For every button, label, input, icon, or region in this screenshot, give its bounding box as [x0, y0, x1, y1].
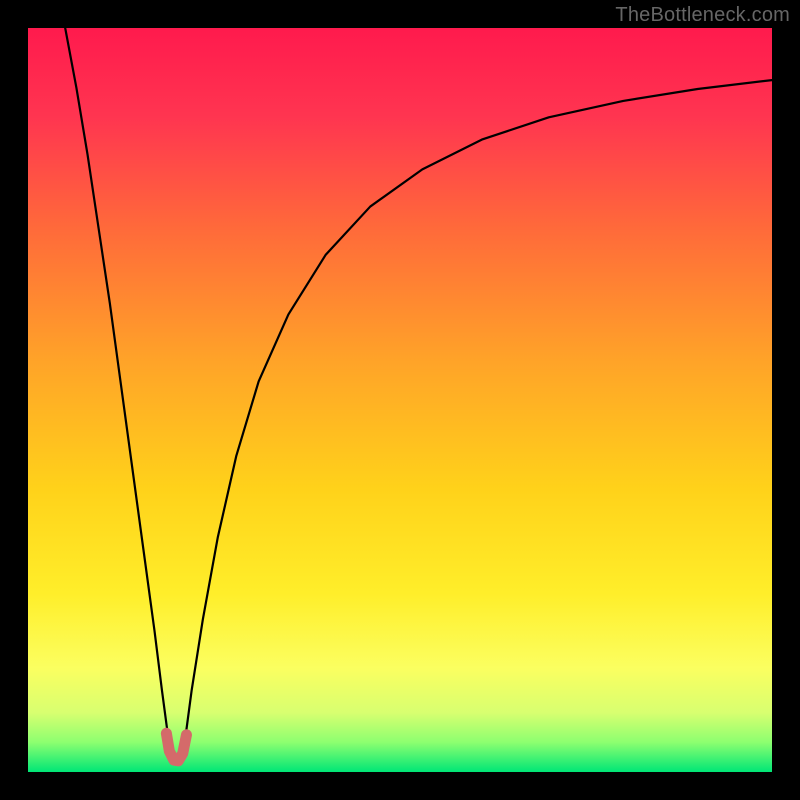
curve-layer	[28, 28, 772, 772]
curve-left-branch	[65, 28, 168, 735]
frame-border-left	[0, 0, 28, 800]
valley-marker	[166, 733, 186, 761]
curve-right-branch	[186, 80, 772, 735]
frame-border-bottom	[0, 772, 800, 800]
frame-border-right	[772, 0, 800, 800]
plot-area	[28, 28, 772, 772]
watermark-text: TheBottleneck.com	[615, 4, 790, 27]
